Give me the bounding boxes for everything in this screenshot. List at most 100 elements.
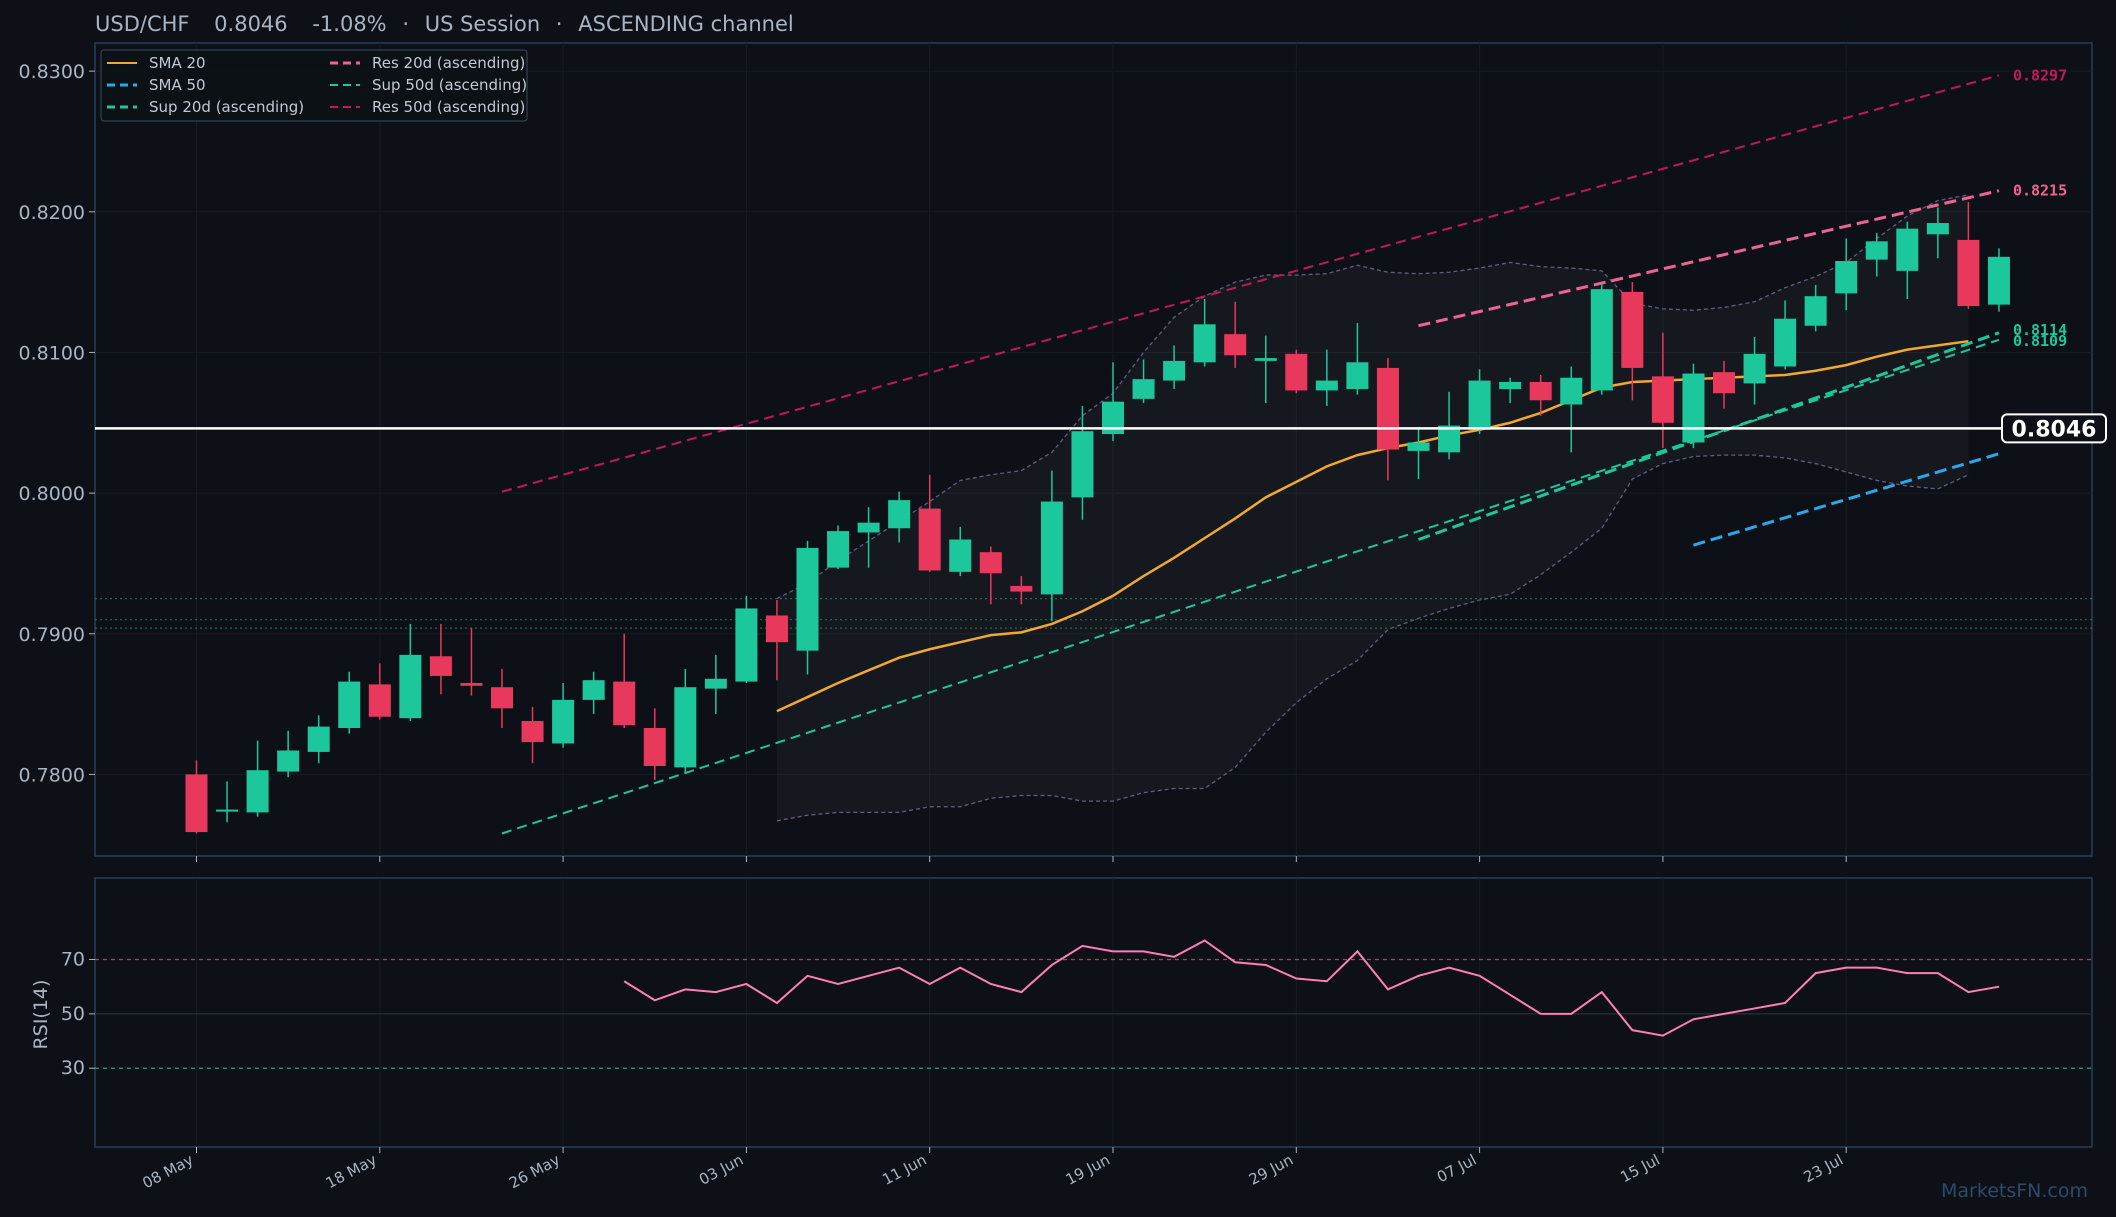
candle xyxy=(521,706,544,764)
candle-body xyxy=(1896,228,1919,271)
candle xyxy=(1407,428,1430,480)
trendline-res-50d-ascending xyxy=(501,74,2000,493)
title-pattern: ASCENDING channel xyxy=(578,12,793,36)
candle xyxy=(1132,359,1155,404)
rsi-tick-label: 70 xyxy=(61,949,85,971)
candle-body xyxy=(277,750,300,772)
candle xyxy=(1040,470,1063,622)
candle xyxy=(1438,391,1461,460)
candle-body xyxy=(338,681,361,729)
legend-frame xyxy=(100,49,528,122)
candle-body xyxy=(1590,289,1613,391)
candle xyxy=(582,671,605,714)
candle xyxy=(216,781,239,823)
x-tick-label: 18 May xyxy=(323,1151,380,1193)
legend-label: Sup 20d (ascending) xyxy=(149,98,304,116)
candle xyxy=(1896,221,1919,299)
candle xyxy=(827,525,850,570)
candle-body xyxy=(307,726,330,752)
title-separator: · xyxy=(556,12,563,36)
bollinger-upper xyxy=(776,194,1969,600)
candle-body xyxy=(1376,367,1399,450)
candle-body xyxy=(1102,401,1124,435)
candle-body xyxy=(1713,372,1735,394)
chart-title: USD/CHF 0.8046 -1.08% · US Session · ASC… xyxy=(95,12,794,36)
candle xyxy=(979,546,1002,605)
candle-body xyxy=(1224,334,1247,356)
candle-body xyxy=(979,552,1002,574)
candle xyxy=(1529,374,1552,416)
legend-label: Res 20d (ascending) xyxy=(372,54,525,72)
candle-body xyxy=(460,682,483,686)
candle-body xyxy=(552,699,575,744)
candle xyxy=(613,633,636,729)
x-tick-label: 11 Jun xyxy=(879,1151,929,1189)
candle-body xyxy=(735,608,758,682)
candle xyxy=(1865,232,1888,277)
candle-body xyxy=(1193,324,1216,363)
candle-body xyxy=(1499,381,1522,390)
candle-body xyxy=(1163,360,1186,381)
candle-body xyxy=(1865,241,1888,260)
candle xyxy=(491,668,513,729)
x-tick-label: 23 Jul xyxy=(1801,1151,1846,1187)
candle-body xyxy=(1132,379,1155,399)
candle-body xyxy=(613,681,636,726)
legend-label: SMA 20 xyxy=(149,54,206,72)
candle-body xyxy=(368,684,391,717)
title-separator: · xyxy=(402,12,409,36)
rsi-panel: 30 50 70 RSI(14) xyxy=(30,877,2093,1148)
trendline-value-label: 0.8215 xyxy=(2013,182,2067,200)
candle-body xyxy=(1254,358,1277,361)
candle-body xyxy=(399,654,422,719)
candle-body xyxy=(1010,585,1033,592)
candle xyxy=(674,668,697,774)
candle xyxy=(552,682,575,748)
candle-body xyxy=(1438,425,1461,453)
candle xyxy=(735,595,758,683)
candle xyxy=(1346,322,1369,395)
candle-body xyxy=(888,500,911,529)
candle xyxy=(1621,282,1644,401)
candle xyxy=(796,540,819,675)
candle-body xyxy=(1529,381,1552,401)
candle xyxy=(185,760,208,834)
candle-body xyxy=(827,531,850,568)
y-tick-label: 0.8200 xyxy=(19,202,85,224)
legend-label: Res 50d (ascending) xyxy=(372,98,525,116)
x-tick-label: 15 Jul xyxy=(1617,1151,1662,1187)
candle-body xyxy=(1835,261,1858,294)
last-price-badge-label: 0.8046 xyxy=(2012,417,2097,442)
sma20-line xyxy=(776,339,1969,713)
candle-body xyxy=(1987,256,2010,305)
title-session: US Session xyxy=(425,12,541,36)
candle xyxy=(1163,345,1186,390)
candle-body xyxy=(246,770,269,813)
candle-body xyxy=(918,508,941,571)
candle-body xyxy=(429,656,452,676)
price-panel: 0.7800 0.7900 0.8000 0.8100 0.8200 0.8300 0.82… xyxy=(19,42,2107,857)
candle xyxy=(460,628,483,696)
candle-body xyxy=(643,728,666,766)
candle-body xyxy=(1315,380,1338,391)
x-tick-label: 07 Jul xyxy=(1434,1151,1479,1187)
candle xyxy=(1957,201,1980,309)
price-panel-frame xyxy=(94,42,2093,857)
candle-body xyxy=(1621,291,1644,368)
x-tick-label: 19 Jun xyxy=(1063,1151,1113,1189)
candle xyxy=(918,474,941,572)
candle xyxy=(949,526,972,577)
x-tick-label: 29 Jun xyxy=(1246,1151,1296,1189)
rsi-axis-label: RSI(14) xyxy=(30,980,52,1050)
candle-body xyxy=(949,539,972,572)
trendline-res-20d-ascending xyxy=(1418,189,2000,328)
candle-body xyxy=(765,615,788,643)
candle xyxy=(429,623,452,695)
y-tick-label: 0.8100 xyxy=(19,342,85,364)
candle-body xyxy=(1682,373,1705,443)
candle xyxy=(1590,283,1613,395)
y-tick-label: 0.7800 xyxy=(19,764,85,786)
candle-body xyxy=(1774,318,1797,367)
candle xyxy=(1560,366,1583,453)
